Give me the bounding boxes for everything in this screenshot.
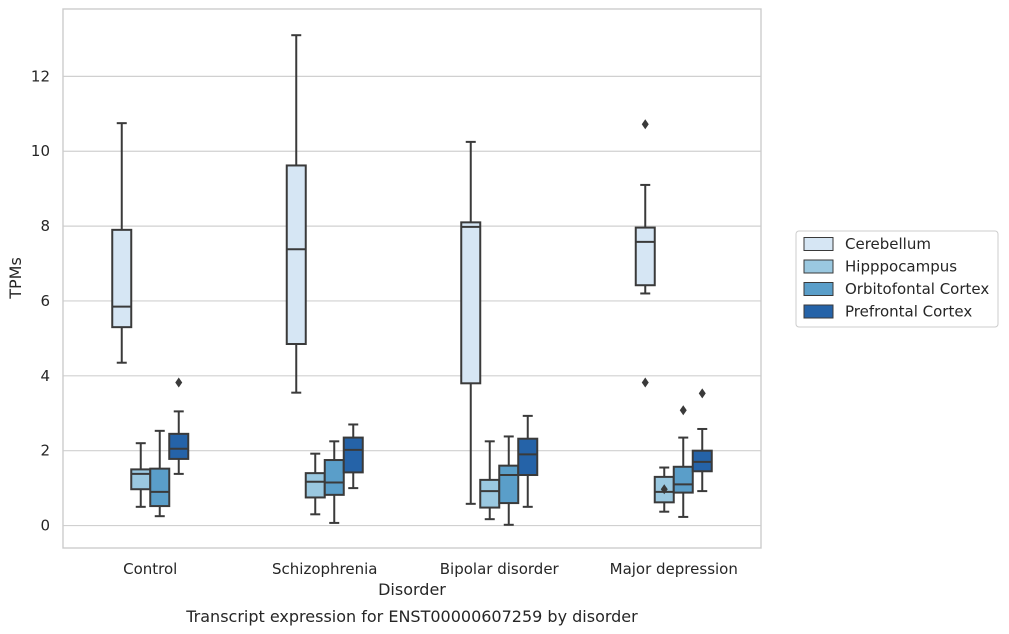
box-body (460, 221, 482, 385)
legend-swatch (803, 237, 834, 251)
box-orbitofontal-cortex (672, 405, 694, 518)
x-tick-label: Major depression (610, 560, 738, 578)
box-cerebellum (634, 119, 656, 388)
legend-label: Cerebellum (845, 235, 931, 253)
box-cerebellum (111, 122, 133, 364)
y-tick-label: 10 (31, 142, 50, 160)
y-tick-labels: 0 2 4 6 8 10 12 (31, 67, 50, 534)
plot-frame (62, 8, 762, 549)
outlier-point (641, 377, 649, 388)
outlier-point (641, 119, 649, 130)
legend-swatch (803, 304, 834, 319)
box-body (111, 228, 133, 329)
y-axis-label: TPMs (6, 257, 25, 300)
legend-swatch (803, 259, 834, 274)
outlier-point (679, 405, 687, 416)
legend-label: Orbitofontal Cortex (845, 280, 989, 298)
box-orbitofontal-cortex (498, 435, 520, 526)
y-tick-label: 8 (40, 217, 50, 235)
box-hipppocampus (304, 452, 326, 516)
x-tick-labels: Control Schizophrenia Bipolar disorder Majo… (123, 560, 738, 578)
box-body (323, 459, 345, 496)
legend-swatch (803, 282, 834, 296)
x-axis-label: Disorder (378, 580, 446, 599)
box-prefrontal-cortex (517, 414, 539, 508)
y-tick-label: 12 (31, 67, 50, 85)
box-body (634, 226, 656, 287)
x-tick-label: Bipolar disorder (440, 560, 560, 578)
box-body (672, 465, 694, 494)
box-hipppocampus (653, 466, 675, 513)
box-hipppocampus (130, 442, 152, 508)
box-body (130, 468, 152, 491)
outlier-point (175, 377, 183, 388)
chart-caption: Transcript expression for ENST0000060725… (185, 607, 638, 626)
x-tick-label: Schizophrenia (272, 560, 377, 578)
box-body (149, 467, 171, 508)
legend-label: Prefrontal Cortex (845, 303, 972, 321)
box-orbitofontal-cortex (323, 440, 345, 524)
legend: Cerebellum Hipppocampus Orbitofontal Corte… (795, 230, 999, 328)
y-tick-label: 4 (40, 367, 50, 385)
box-hipppocampus (479, 440, 501, 521)
box-prefrontal-cortex (168, 377, 190, 475)
legend-frame (795, 230, 999, 328)
box-body (304, 472, 326, 499)
box-body (517, 437, 539, 477)
x-tick-label: Control (123, 560, 177, 578)
gridlines (63, 75, 761, 527)
box-prefrontal-cortex (342, 423, 364, 490)
box-cerebellum (460, 140, 482, 505)
boxes (111, 34, 713, 526)
box-body (168, 432, 190, 460)
box-body (479, 478, 501, 509)
box-prefrontal-cortex (691, 388, 713, 493)
y-tick-label: 0 (40, 517, 50, 535)
box-body (498, 464, 520, 505)
legend-label: Hipppocampus (845, 258, 957, 276)
box-body (285, 164, 307, 346)
y-tick-label: 6 (40, 292, 50, 310)
box-body (342, 436, 364, 474)
box-orbitofontal-cortex (149, 429, 171, 518)
box-cerebellum (285, 34, 307, 394)
y-tick-label: 2 (40, 442, 50, 460)
outlier-point (660, 484, 668, 495)
outlier-point (698, 388, 706, 399)
